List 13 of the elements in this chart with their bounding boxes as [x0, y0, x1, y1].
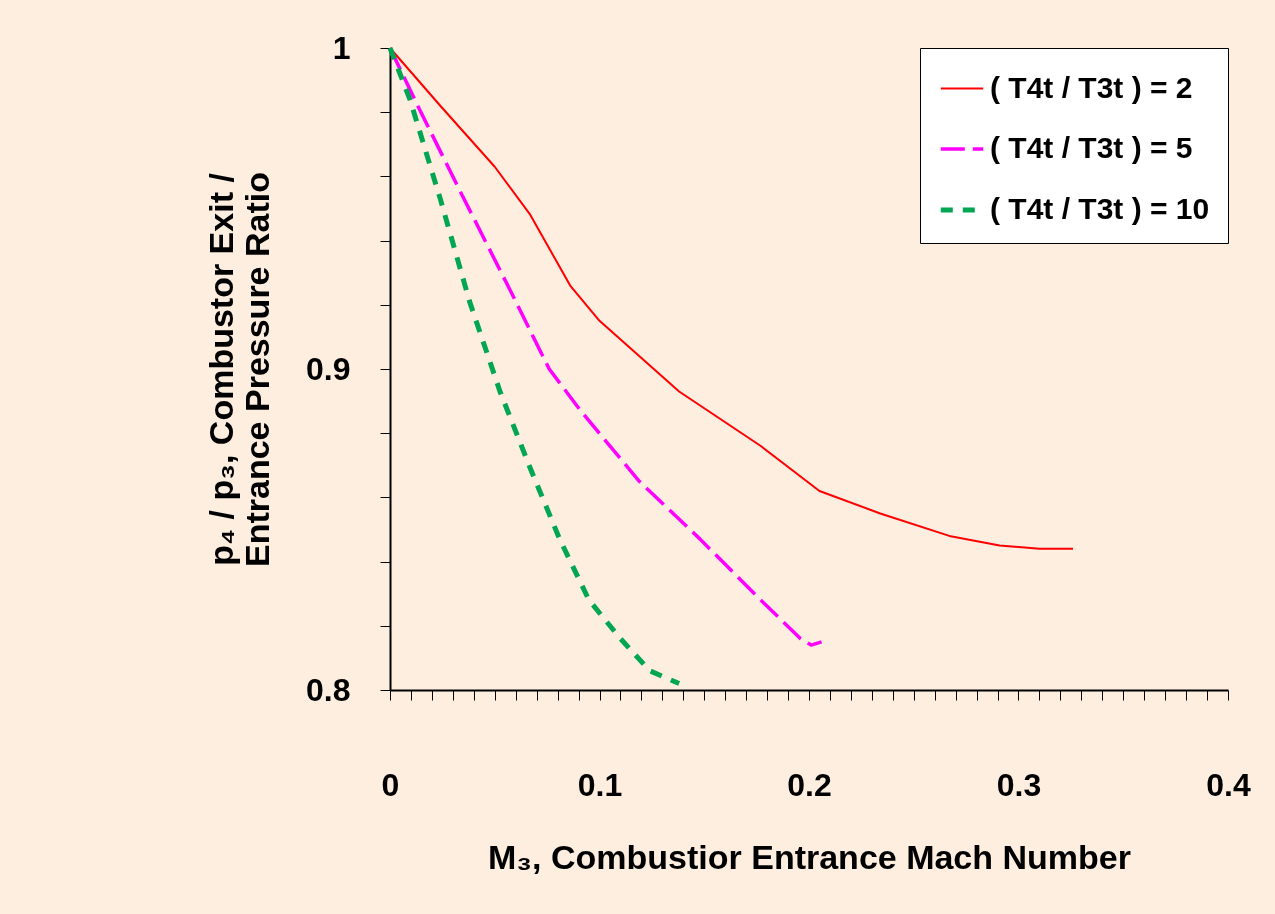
- legend-label: ( T4t / T3t ) = 10: [990, 192, 1210, 225]
- y-axis-title: p₄ / p₃, Combustor Exit / Entrance Pressure Ratio: [202, 172, 277, 567]
- y-tick-label: 0.9: [306, 350, 351, 387]
- x-tick-label: 0.4: [1206, 766, 1251, 803]
- y-tick-label: 1: [332, 29, 351, 66]
- x-tick-label: 0.3: [996, 766, 1042, 803]
- x-axis-title: M₃, Combustior Entrance Mach Number: [488, 837, 1131, 876]
- x-tick-label: 0: [381, 766, 400, 803]
- x-tick-label: 0.1: [577, 766, 623, 803]
- legend-label: ( T4t / T3t ) = 2: [990, 70, 1193, 104]
- x-tick-label: 0.2: [787, 766, 832, 803]
- legend-label: ( T4t / T3t ) = 5: [990, 131, 1193, 164]
- y-tick-label: 0.8: [306, 671, 351, 708]
